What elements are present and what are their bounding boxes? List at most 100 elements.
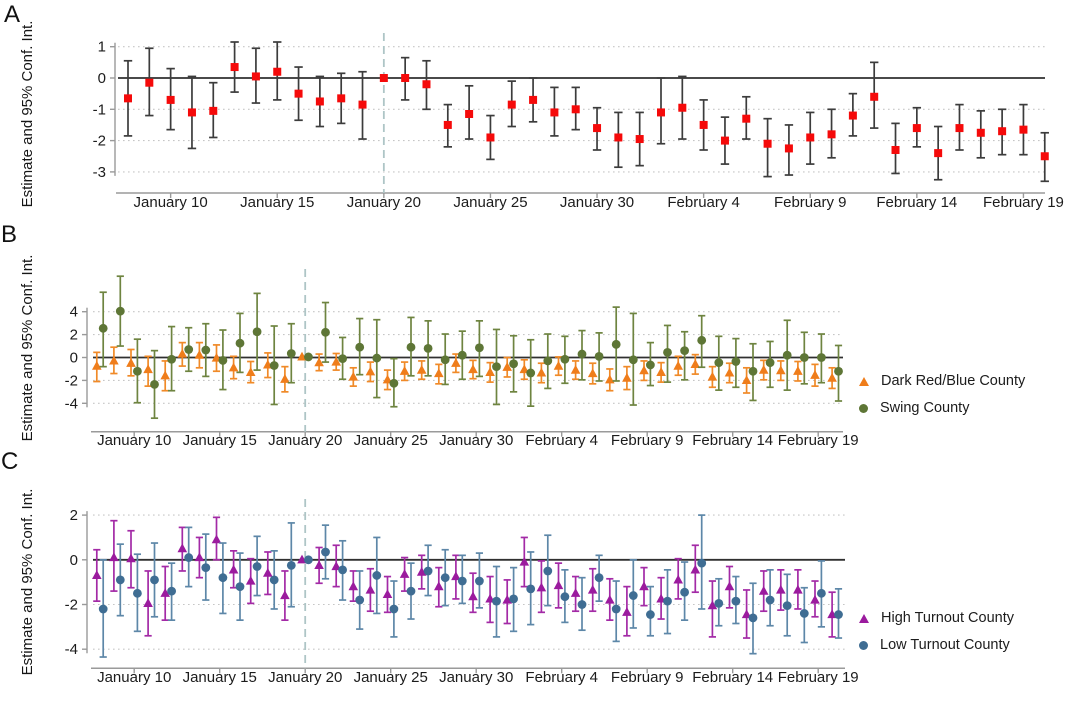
data-point — [536, 582, 547, 592]
data-point — [358, 100, 367, 109]
x-tick-label: February 19 — [983, 194, 1064, 211]
y-tick-label: -4 — [65, 641, 78, 658]
data-point — [678, 103, 687, 112]
triangle-marker-icon — [859, 613, 869, 623]
data-point — [628, 355, 638, 365]
data-point — [269, 361, 279, 370]
error-bar-series-2 — [99, 275, 843, 420]
data-point — [218, 573, 228, 583]
data-point — [263, 568, 273, 577]
data-point — [622, 372, 632, 382]
legend-item: Low Turnout County — [859, 636, 1014, 654]
data-point — [194, 552, 205, 562]
data-point — [382, 589, 393, 599]
data-point — [731, 357, 741, 366]
data-point — [793, 366, 803, 375]
data-point — [379, 74, 388, 82]
data-point — [382, 374, 393, 384]
data-point — [543, 356, 553, 366]
data-point — [526, 368, 536, 378]
legend-item: Swing County — [859, 399, 1025, 417]
data-point — [294, 89, 303, 98]
marker-series-2 — [98, 306, 843, 389]
x-tick-label: January 30 — [439, 432, 513, 449]
data-point — [235, 582, 245, 592]
legend-label: Dark Red/Blue County — [881, 373, 1026, 389]
y-tick-label: -2 — [65, 597, 78, 614]
data-point — [731, 596, 741, 606]
data-point — [166, 95, 175, 104]
data-point — [314, 357, 324, 367]
legend-label: Low Turnout County — [880, 637, 1010, 653]
circle-marker-icon — [859, 403, 868, 413]
data-point — [331, 561, 341, 571]
data-point — [133, 588, 142, 598]
data-point — [817, 588, 826, 598]
data-point — [252, 562, 262, 571]
data-point — [605, 374, 615, 384]
x-tick-label: January 20 — [268, 669, 342, 686]
data-point — [502, 362, 512, 371]
data-point — [143, 598, 153, 607]
data-point — [834, 366, 843, 376]
data-point — [235, 338, 245, 348]
y-tick-label: -4 — [65, 395, 78, 412]
data-point — [423, 566, 433, 576]
data-point — [1019, 125, 1028, 134]
data-point — [509, 594, 518, 604]
data-point — [451, 571, 461, 581]
legend-item: Dark Red/Blue County — [859, 372, 1025, 390]
data-point — [115, 306, 125, 316]
data-point — [331, 356, 341, 366]
data-point — [245, 575, 256, 585]
data-point — [614, 133, 623, 142]
data-point — [423, 343, 433, 353]
data-point — [806, 133, 815, 142]
x-tick-label: February 14 — [692, 432, 773, 449]
x-tick-label: January 30 — [439, 669, 513, 686]
data-point — [758, 364, 769, 374]
legend-label: Swing County — [880, 400, 970, 416]
data-point — [355, 595, 365, 605]
data-point — [365, 584, 376, 594]
data-point — [406, 586, 416, 596]
data-point — [160, 588, 170, 597]
y-tick-label: -2 — [65, 372, 78, 389]
data-point — [714, 358, 724, 368]
data-point — [934, 149, 943, 158]
data-point — [741, 375, 752, 384]
data-point — [228, 362, 239, 372]
data-point — [315, 97, 324, 106]
y-tick-label: 0 — [98, 70, 106, 87]
data-point — [187, 108, 196, 117]
data-point — [748, 613, 758, 623]
y-tick-label: 0 — [70, 350, 78, 367]
data-point — [133, 366, 142, 376]
data-point — [401, 74, 410, 82]
data-point — [98, 323, 108, 333]
x-tick-label: January 20 — [347, 194, 421, 211]
circle-marker-icon — [859, 640, 868, 650]
marker-series-1 — [124, 63, 1049, 161]
data-point — [699, 120, 708, 129]
data-point — [468, 364, 478, 374]
data-point — [571, 105, 580, 114]
x-tick-label: February 19 — [778, 432, 859, 449]
marker-series-1 — [92, 534, 837, 619]
data-point — [891, 145, 900, 154]
data-point — [742, 114, 751, 123]
data-point — [177, 543, 188, 553]
panel-a-plot: 1 0 -1 -2 -3 January 10 January 15 January 20 Ja… — [93, 33, 1064, 211]
marker-series-2 — [98, 547, 843, 623]
x-tick-label: January 10 — [97, 432, 171, 449]
y-tick-label: -2 — [93, 133, 106, 150]
panel-label-c: C — [1, 448, 19, 475]
data-point — [321, 547, 330, 557]
data-point — [126, 553, 136, 563]
y-tick-label: 0 — [70, 552, 78, 569]
data-point — [338, 565, 347, 575]
data-point — [690, 359, 701, 368]
data-point — [457, 576, 467, 586]
data-point — [355, 342, 365, 352]
